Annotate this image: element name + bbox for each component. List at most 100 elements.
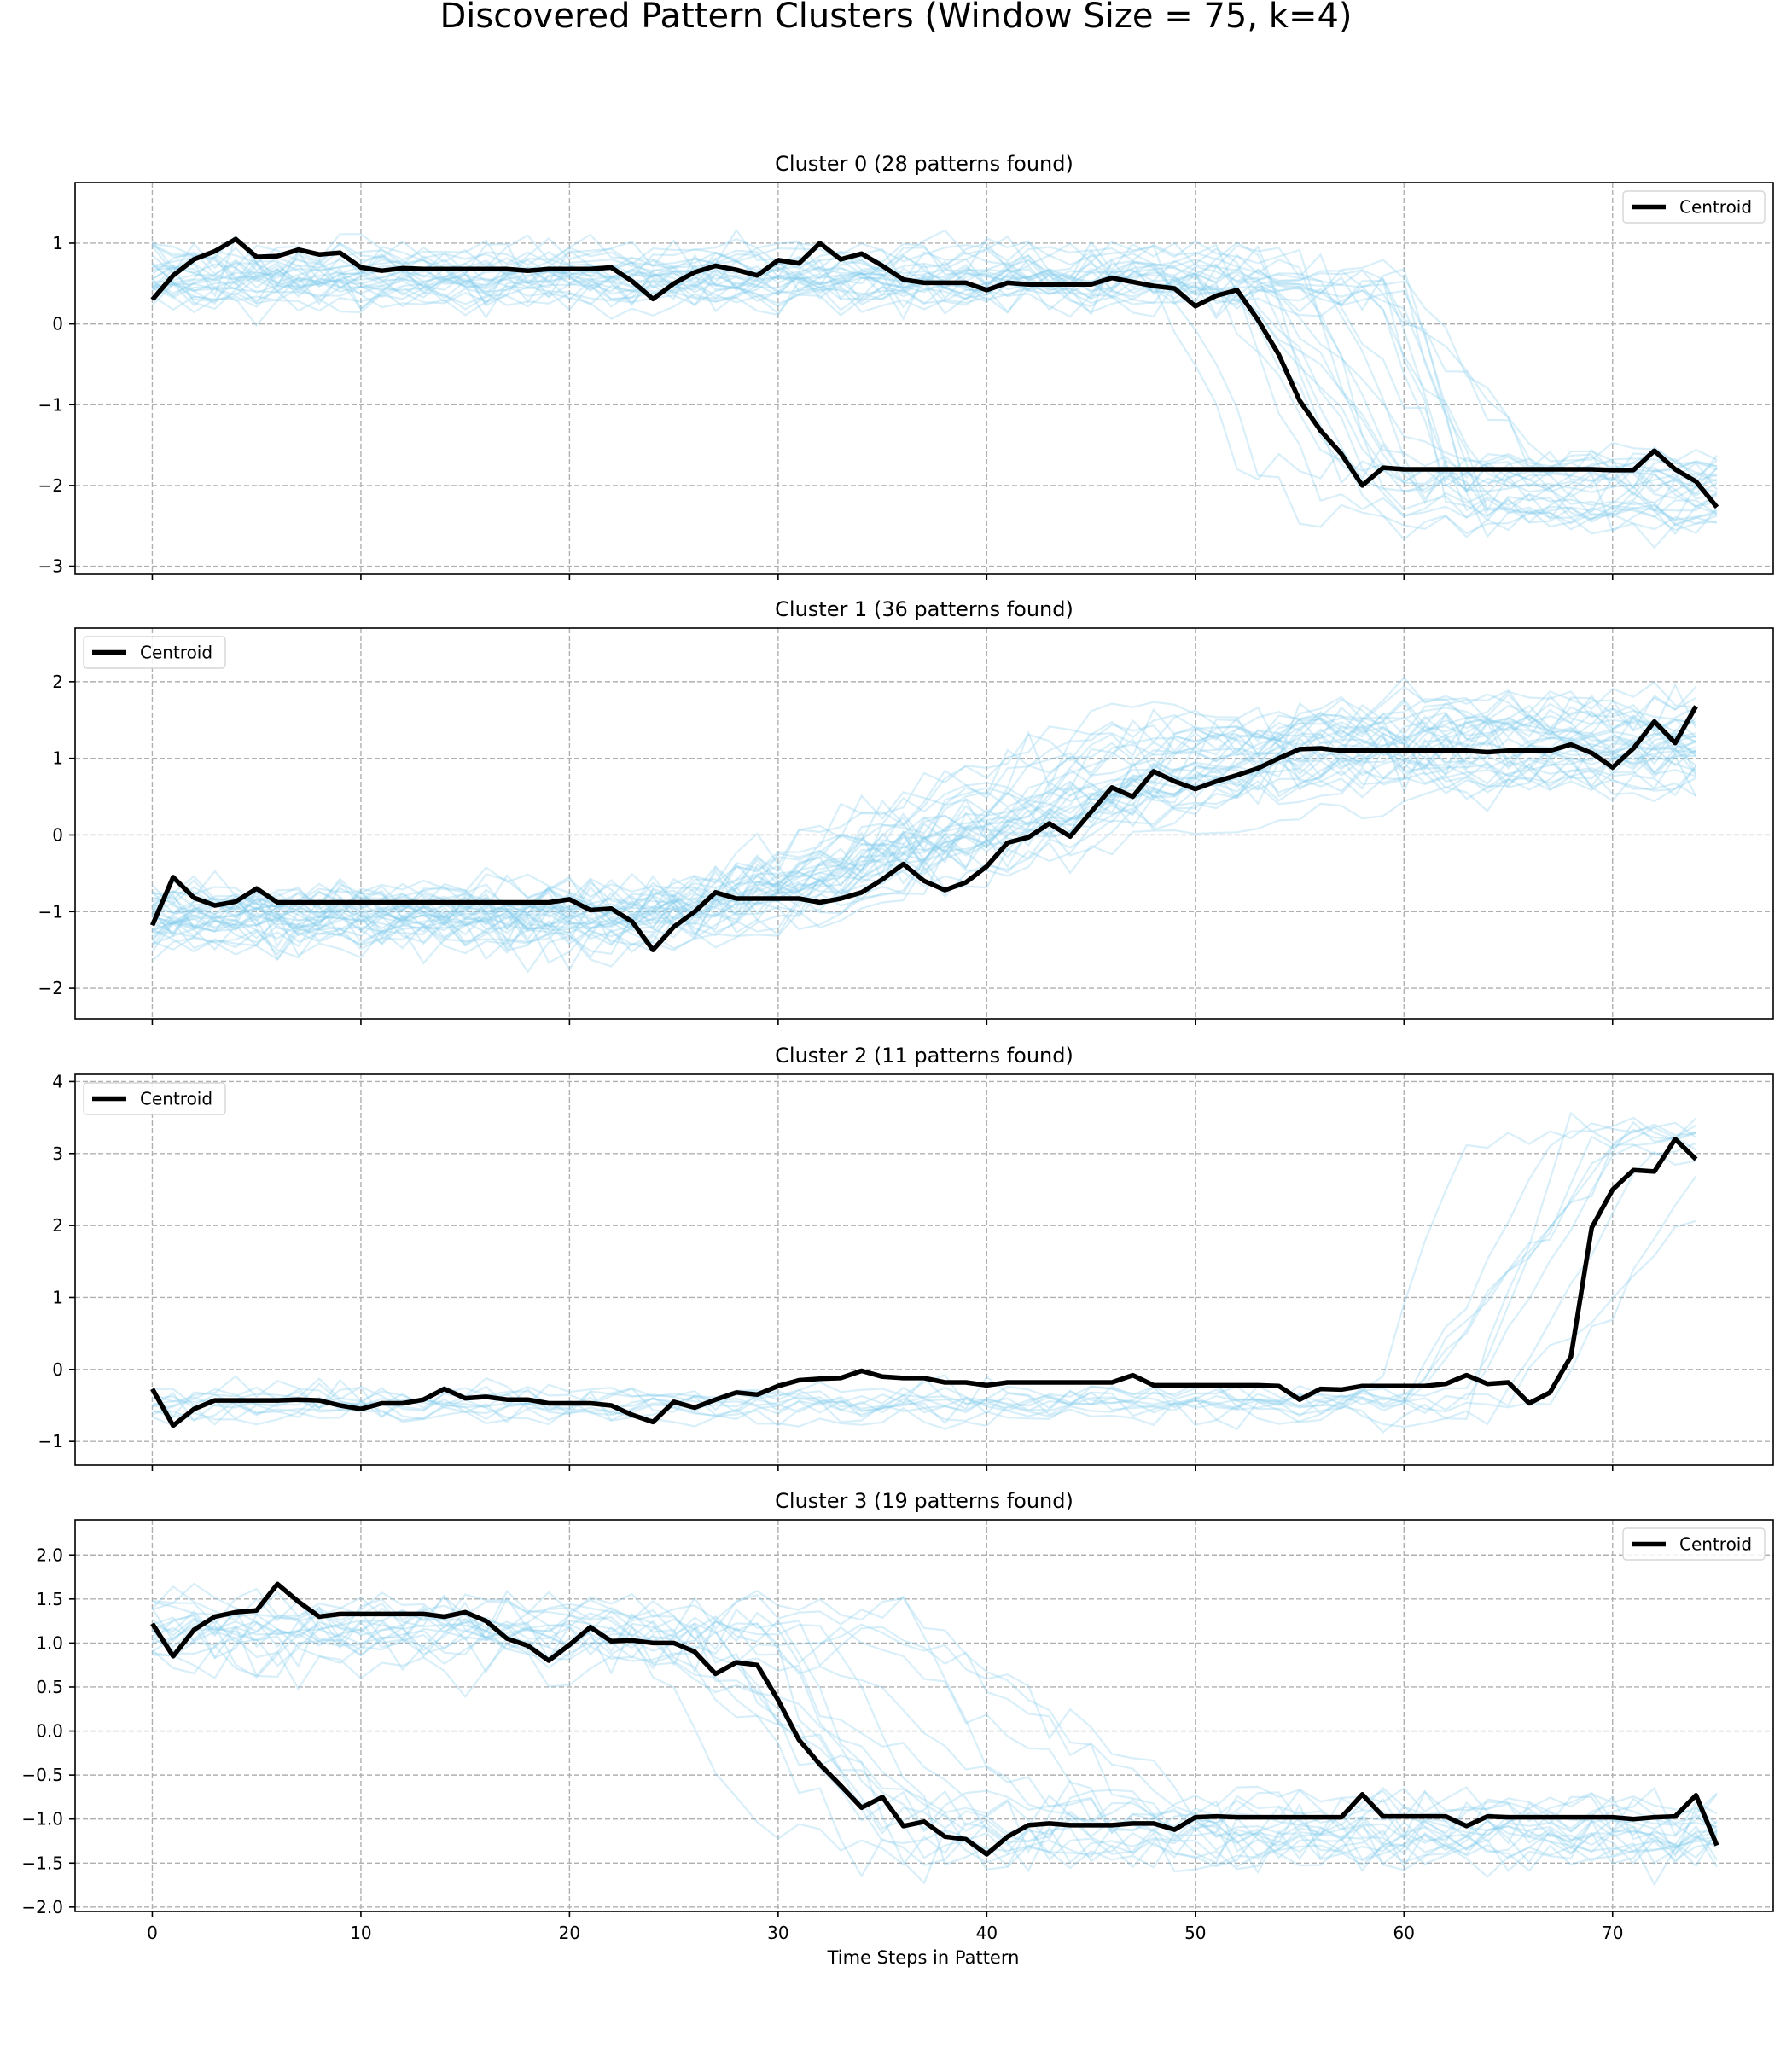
pattern-line	[152, 258, 1718, 521]
pattern-line	[152, 273, 1718, 472]
pattern-line	[152, 681, 1696, 914]
axes-frame	[74, 1073, 1774, 1466]
centroid-line	[150, 236, 1719, 509]
centroid-line	[150, 1137, 1698, 1428]
pattern-line	[152, 761, 1697, 965]
y-tick-label: 0	[52, 1359, 63, 1380]
y-tick-label: −1	[38, 901, 63, 922]
x-tick-label: 30	[767, 1923, 788, 1943]
legend-box	[1622, 190, 1766, 224]
pattern-line	[151, 249, 1718, 533]
pattern-line	[152, 716, 1697, 933]
grid	[75, 183, 1773, 574]
pattern-line	[151, 262, 1718, 538]
pattern-line	[151, 718, 1696, 922]
pattern-line	[152, 233, 1718, 489]
legend: Centroid	[83, 636, 226, 669]
pattern-line	[152, 1611, 1718, 1865]
x-tick-label: 0	[147, 1923, 158, 1943]
cluster-title: Cluster 2 (11 patterns found)	[775, 1044, 1073, 1068]
legend-label: Centroid	[140, 1089, 212, 1109]
legend-label: Centroid	[1679, 197, 1752, 218]
centroid-line	[150, 1581, 1719, 1857]
pattern-line	[151, 241, 1718, 505]
pattern-lines	[151, 228, 1718, 550]
axes-frame	[74, 627, 1774, 1020]
pattern-line	[152, 1120, 1697, 1416]
grid	[75, 1520, 1773, 1911]
pattern-line	[152, 701, 1697, 951]
y-tick-label: −1	[38, 394, 63, 415]
pattern-lines	[151, 1582, 1718, 1887]
x-tick-label: 70	[1602, 1923, 1623, 1943]
pattern-line	[152, 735, 1696, 940]
pattern-line	[151, 685, 1697, 922]
pattern-line	[151, 1593, 1718, 1841]
y-tick-label: 1.5	[36, 1589, 63, 1609]
cluster-title: Cluster 3 (19 patterns found)	[775, 1489, 1073, 1513]
figure-title: Discovered Pattern Clusters (Window Size…	[439, 0, 1352, 36]
y-tick-label: 1.0	[36, 1632, 63, 1653]
pattern-line	[152, 254, 1718, 498]
x-tick-label: 60	[1393, 1923, 1415, 1943]
pattern-line	[151, 1642, 1718, 1887]
cluster-panel-3: −2.0 −1.5 −1.0 −0.5 0.0 0.5 1.0 1.5 2.0 0 10 20 30 40…	[21, 1489, 1774, 1943]
pattern-line	[152, 1121, 1697, 1413]
pattern-line	[151, 694, 1696, 936]
cluster-panel-0: −3 −2 −1 0 1 Cluster 0 (28 patterns found) Cen…	[38, 152, 1774, 580]
pattern-line	[152, 754, 1697, 964]
y-tick-label: 0	[52, 314, 63, 335]
pattern-line	[151, 713, 1697, 971]
legend: Centroid	[1622, 190, 1766, 224]
y-tick-label: −1.5	[21, 1853, 63, 1873]
legend: Centroid	[83, 1082, 226, 1115]
axes-frame	[74, 1519, 1774, 1912]
pattern-lines	[151, 1111, 1697, 1434]
legend: Centroid	[1622, 1527, 1766, 1561]
y-tick-label: −1	[38, 1431, 63, 1452]
pattern-line	[152, 1111, 1696, 1434]
pattern-line	[151, 229, 1718, 550]
pattern-line	[152, 1587, 1718, 1841]
y-tick-label: 1	[52, 1287, 63, 1307]
pattern-line	[152, 754, 1697, 933]
grid	[75, 628, 1773, 1019]
pattern-line	[152, 745, 1697, 949]
pattern-line	[151, 690, 1697, 937]
x-tick-label: 50	[1184, 1923, 1206, 1943]
x-tick-label: 20	[559, 1923, 580, 1943]
pattern-line	[152, 1626, 1718, 1872]
pattern-line	[151, 260, 1718, 541]
y-tick-label: −2	[38, 978, 63, 998]
y-tick-label: 2	[52, 672, 63, 692]
y-tick-label: −2.0	[21, 1897, 63, 1917]
x-tick-label: 40	[976, 1923, 998, 1943]
pattern-line	[151, 1175, 1697, 1423]
pattern-line	[152, 735, 1696, 951]
pattern-line	[152, 1607, 1718, 1860]
legend-box	[83, 1082, 226, 1115]
pattern-line	[152, 704, 1696, 945]
pattern-line	[151, 694, 1696, 957]
y-tick-label: −2	[38, 475, 63, 496]
pattern-line	[152, 1612, 1718, 1873]
pattern-line	[152, 716, 1697, 936]
pattern-line	[152, 267, 1718, 494]
legend-label: Centroid	[140, 643, 212, 663]
pattern-line	[151, 252, 1718, 490]
legend-label: Centroid	[1679, 1534, 1752, 1555]
pattern-line	[151, 1610, 1718, 1836]
y-tick-label: 4	[52, 1071, 63, 1091]
pattern-line	[151, 732, 1696, 931]
y-tick-label: 1	[52, 233, 63, 253]
pattern-line	[151, 258, 1718, 512]
pattern-line	[152, 1582, 1718, 1855]
pattern-line	[152, 259, 1718, 463]
y-tick-label: 1	[52, 748, 63, 769]
pattern-lines	[151, 676, 1697, 974]
pattern-line	[151, 701, 1697, 938]
y-tick-label: 2.0	[36, 1545, 63, 1565]
pattern-line	[152, 236, 1718, 523]
axes-frame	[74, 182, 1774, 575]
